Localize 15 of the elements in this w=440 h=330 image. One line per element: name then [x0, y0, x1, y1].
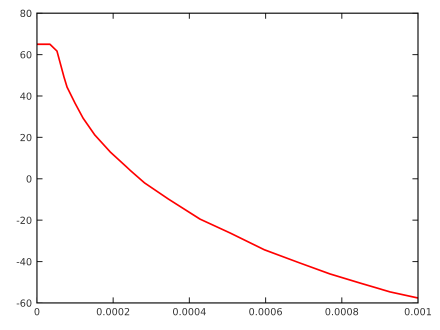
x-tick-label: 0.0002: [96, 308, 130, 316]
x-tick-label: 0.0008: [325, 308, 358, 316]
y-tick-label: 60: [20, 51, 32, 58]
y-tick-label: 0: [26, 175, 32, 183]
x-tick-label: 0: [34, 308, 40, 316]
y-tick-label: -60: [16, 299, 32, 307]
x-tick-label: 0.0004: [173, 308, 206, 316]
y-tick-label: 40: [20, 92, 32, 100]
y-tick-label: 80: [20, 10, 32, 18]
x-tick-label: 0.001: [404, 308, 432, 316]
y-tick-label: 20: [20, 134, 32, 142]
x-tick-label: 0.0006: [249, 308, 282, 316]
line-series: [36, 43, 418, 299]
y-tick-label: -20: [16, 216, 32, 224]
y-tick-label: -40: [16, 258, 32, 266]
